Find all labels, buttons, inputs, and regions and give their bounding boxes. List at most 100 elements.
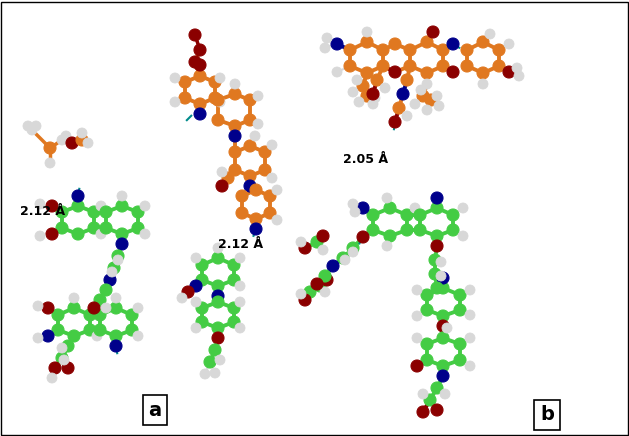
Circle shape — [196, 302, 208, 314]
Circle shape — [389, 116, 401, 128]
Circle shape — [49, 362, 61, 374]
Circle shape — [191, 297, 201, 307]
Circle shape — [194, 59, 206, 71]
Circle shape — [250, 131, 260, 141]
Text: 2.05 Å: 2.05 Å — [343, 153, 388, 166]
Circle shape — [101, 303, 111, 313]
Circle shape — [410, 99, 420, 109]
Circle shape — [108, 262, 120, 274]
Circle shape — [59, 355, 69, 365]
Circle shape — [194, 70, 206, 82]
Circle shape — [412, 285, 422, 295]
Circle shape — [432, 91, 442, 101]
Circle shape — [401, 224, 413, 236]
Circle shape — [361, 36, 373, 48]
Circle shape — [190, 280, 202, 292]
Circle shape — [244, 114, 256, 126]
Circle shape — [244, 140, 256, 152]
Circle shape — [350, 207, 360, 217]
Circle shape — [212, 332, 224, 344]
Circle shape — [431, 382, 443, 394]
Circle shape — [485, 29, 495, 39]
Circle shape — [61, 131, 71, 141]
Circle shape — [377, 44, 389, 56]
Circle shape — [337, 252, 349, 264]
Circle shape — [412, 333, 422, 343]
Circle shape — [77, 128, 87, 138]
Circle shape — [267, 140, 277, 150]
Circle shape — [94, 324, 106, 336]
Circle shape — [361, 67, 373, 79]
Circle shape — [66, 137, 78, 149]
Circle shape — [465, 333, 475, 343]
Circle shape — [212, 280, 224, 292]
Circle shape — [393, 102, 405, 114]
Circle shape — [196, 259, 208, 271]
Circle shape — [314, 280, 326, 292]
Circle shape — [44, 142, 56, 154]
Circle shape — [31, 121, 41, 131]
Circle shape — [92, 303, 102, 313]
Circle shape — [504, 39, 514, 49]
Circle shape — [189, 56, 201, 68]
Circle shape — [212, 252, 224, 264]
Circle shape — [410, 203, 420, 213]
Circle shape — [465, 310, 475, 320]
Circle shape — [52, 309, 64, 321]
Circle shape — [348, 87, 358, 97]
Circle shape — [304, 286, 316, 298]
Circle shape — [431, 282, 443, 294]
Circle shape — [477, 36, 489, 48]
Circle shape — [347, 242, 359, 254]
Circle shape — [216, 180, 228, 192]
Circle shape — [113, 255, 123, 265]
Circle shape — [235, 281, 245, 291]
Circle shape — [442, 323, 452, 333]
Circle shape — [194, 44, 206, 56]
Circle shape — [417, 90, 429, 102]
Circle shape — [100, 284, 112, 296]
Circle shape — [110, 340, 122, 352]
Circle shape — [361, 90, 373, 102]
Circle shape — [212, 290, 224, 302]
Circle shape — [380, 83, 390, 93]
Circle shape — [116, 238, 128, 250]
Circle shape — [210, 368, 220, 378]
Circle shape — [72, 200, 84, 212]
Circle shape — [425, 94, 437, 106]
Circle shape — [56, 222, 68, 234]
Circle shape — [179, 76, 191, 88]
Circle shape — [421, 338, 433, 350]
Circle shape — [437, 360, 449, 372]
Circle shape — [447, 38, 459, 50]
Circle shape — [57, 343, 67, 353]
Circle shape — [431, 240, 443, 252]
Circle shape — [417, 406, 429, 418]
Circle shape — [431, 202, 443, 214]
Circle shape — [352, 75, 362, 85]
Circle shape — [27, 125, 37, 135]
Circle shape — [437, 44, 449, 56]
Circle shape — [411, 360, 423, 372]
Circle shape — [454, 338, 466, 350]
Circle shape — [402, 111, 412, 121]
Circle shape — [229, 164, 241, 176]
Circle shape — [230, 79, 240, 89]
Circle shape — [68, 330, 80, 342]
Circle shape — [327, 260, 339, 272]
Circle shape — [57, 135, 67, 145]
Circle shape — [235, 323, 245, 333]
Circle shape — [340, 255, 350, 265]
Circle shape — [367, 224, 379, 236]
Circle shape — [250, 184, 262, 196]
Circle shape — [116, 200, 128, 212]
Circle shape — [68, 302, 80, 314]
Circle shape — [194, 98, 206, 110]
Circle shape — [404, 44, 416, 56]
Circle shape — [437, 320, 449, 332]
Circle shape — [461, 60, 473, 72]
Circle shape — [217, 167, 227, 177]
Circle shape — [320, 43, 330, 53]
Circle shape — [437, 282, 449, 294]
Circle shape — [421, 36, 433, 48]
